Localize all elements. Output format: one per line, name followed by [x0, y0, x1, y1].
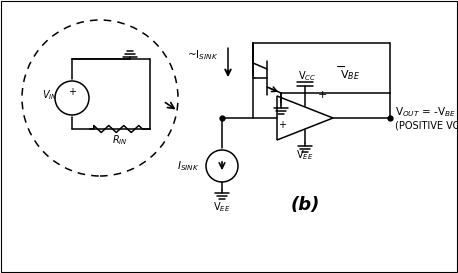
- Text: V$_{EE}$: V$_{EE}$: [213, 200, 231, 214]
- Text: I$_{SINK}$: I$_{SINK}$: [177, 159, 200, 173]
- Text: V$_{BE}$: V$_{BE}$: [340, 69, 360, 82]
- Text: +: +: [68, 87, 76, 97]
- Text: +: +: [278, 120, 286, 130]
- Text: V$_{CC}$: V$_{CC}$: [298, 69, 316, 83]
- Text: (POSITIVE VOLTAGE): (POSITIVE VOLTAGE): [395, 120, 458, 130]
- Text: R$_{IN}$: R$_{IN}$: [112, 133, 128, 147]
- Text: +: +: [318, 91, 327, 100]
- Text: ~I$_{SINK}$: ~I$_{SINK}$: [187, 48, 218, 62]
- Text: −: −: [335, 61, 346, 74]
- Text: V$_{EE}$: V$_{EE}$: [296, 148, 314, 162]
- Text: V$_{IN}$: V$_{IN}$: [42, 88, 58, 102]
- Text: (b): (b): [290, 196, 320, 214]
- Text: V$_{OUT}$ = -V$_{BE}$: V$_{OUT}$ = -V$_{BE}$: [395, 105, 456, 119]
- Polygon shape: [277, 96, 333, 140]
